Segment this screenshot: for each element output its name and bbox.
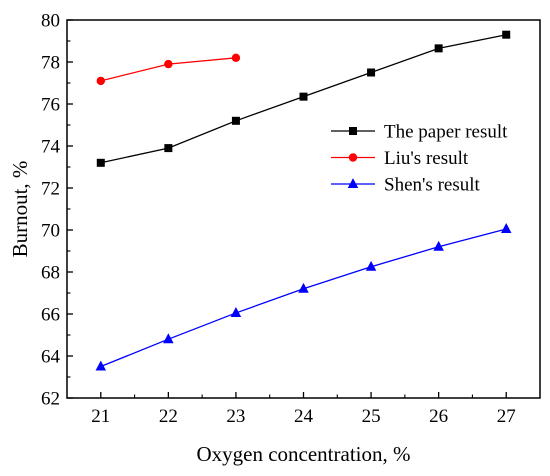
legend-marker — [347, 178, 359, 188]
legend-marker — [348, 153, 358, 162]
legend-marker — [349, 127, 357, 135]
series-square — [96, 30, 511, 167]
series-triangle — [95, 223, 512, 371]
x-tick-label: 22 — [159, 406, 178, 427]
legend-label: Shen's result — [384, 175, 481, 196]
plot-area — [66, 19, 541, 399]
y-tick-label: 80 — [41, 11, 60, 32]
y-tick-label: 78 — [41, 53, 60, 74]
data-point — [95, 360, 107, 371]
y-tick-label: 64 — [41, 347, 61, 368]
y-tick-label: 76 — [41, 95, 60, 116]
x-tick-label: 24 — [294, 406, 314, 427]
data-point — [163, 333, 174, 344]
y-tick-label: 68 — [41, 263, 60, 284]
data-point — [231, 116, 240, 125]
legend-label: Liu's result — [384, 148, 469, 169]
series-circle — [96, 53, 241, 86]
data-point — [164, 59, 173, 69]
legend-item: Liu's result — [331, 148, 469, 169]
y-tick-label: 70 — [41, 221, 60, 242]
y-tick-label: 74 — [41, 137, 61, 158]
data-point — [164, 144, 173, 153]
data-point — [367, 68, 376, 77]
x-tick-label: 26 — [429, 406, 448, 427]
x-tick-label: 23 — [226, 406, 245, 427]
data-point — [365, 260, 377, 271]
data-point — [96, 158, 105, 167]
data-point — [230, 307, 242, 317]
y-axis-title: Burnout, % — [8, 161, 32, 258]
data-point — [96, 76, 105, 86]
x-tick-label: 27 — [497, 406, 516, 427]
plot-frame — [66, 19, 541, 399]
legend-item: The paper result — [331, 122, 508, 143]
y-tick-label: 72 — [41, 179, 60, 200]
legend: The paper result Liu's result Shen's resul… — [331, 122, 508, 196]
legend-item: Shen's result — [331, 175, 481, 196]
x-tick-label: 21 — [91, 406, 110, 427]
y-tick-label: 62 — [41, 389, 60, 410]
data-point — [502, 30, 511, 39]
data-point — [433, 240, 444, 251]
data-point — [298, 282, 309, 293]
x-tick-label: 25 — [362, 406, 381, 427]
y-tick-label: 66 — [41, 305, 60, 326]
series-line — [100, 228, 507, 368]
data-point — [500, 223, 512, 233]
legend-label: The paper result — [384, 122, 508, 143]
data-point — [231, 53, 241, 62]
data-point — [299, 92, 308, 101]
axis-ticks: 21 22 23 24 25 26 27 62 64 66 68 70 72 74 76 78 80 — [41, 11, 516, 428]
series-layer — [95, 30, 512, 371]
x-axis-title: Oxygen concentration, % — [196, 442, 410, 466]
data-point — [434, 44, 443, 53]
